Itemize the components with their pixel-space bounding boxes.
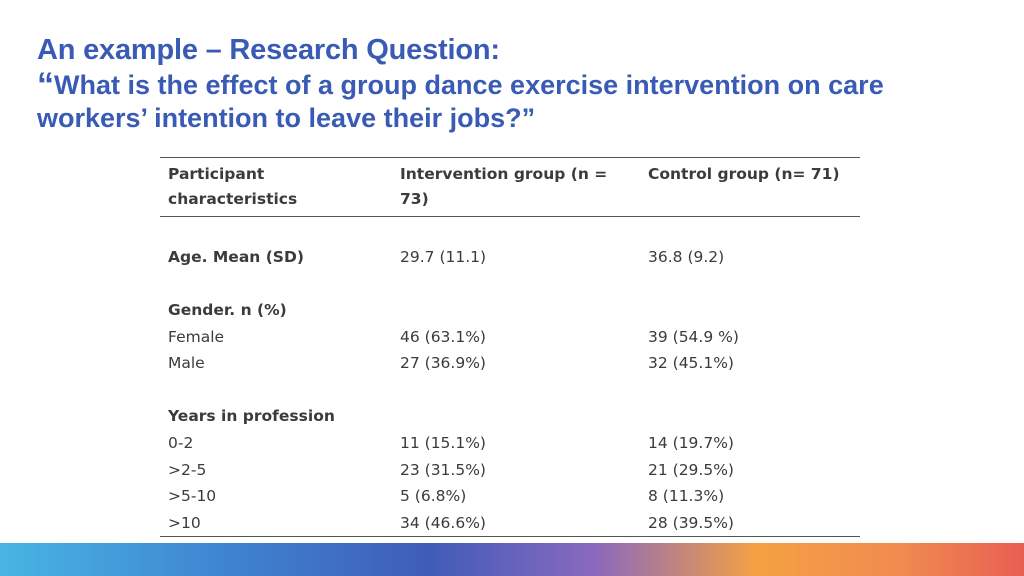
control-value: 21 (29.5%) [648, 460, 734, 479]
control-value: 8 (11.3%) [648, 487, 725, 506]
table-row: Age. Mean (SD) 29.7 (11.1) 36.8 (9.2) [160, 244, 860, 271]
table-row: 0-2 11 (15.1%) 14 (19.7%) [160, 430, 860, 457]
decorative-gradient-bar [0, 543, 1024, 576]
control-value: 39 (54.9 %) [648, 327, 739, 346]
row-label: Female [168, 327, 225, 346]
spacer-row [160, 217, 860, 244]
age-control-value: 36.8 (9.2) [648, 247, 725, 266]
spacer-row [160, 377, 860, 404]
intervention-value: 46 (63.1%) [400, 327, 486, 346]
header-intervention-group: Intervention group (n = 73) [392, 157, 640, 217]
control-value: 32 (45.1%) [648, 354, 734, 373]
table-row: >5-10 5 (6.8%) 8 (11.3%) [160, 483, 860, 510]
table-row: Male 27 (36.9%) 32 (45.1%) [160, 350, 860, 377]
slide-title: An example – Research Question: [37, 34, 500, 66]
table-header-row: Participant characteristics Intervention… [160, 157, 860, 217]
years-label: Years in profession [168, 407, 335, 426]
control-value: 14 (19.7%) [648, 434, 734, 453]
control-value: 28 (39.5%) [640, 509, 860, 538]
gender-label: Gender. n (%) [168, 301, 287, 320]
title-block: An example – Research Question: “What is… [37, 32, 997, 135]
spacer-row [160, 270, 860, 297]
row-label: >10 [160, 509, 392, 538]
question-text: What is the effect of a group dance exer… [37, 70, 884, 133]
row-label: Male [168, 354, 205, 373]
table-row: Years in profession [160, 403, 860, 430]
row-label: 0-2 [168, 434, 194, 453]
row-label: >5-10 [168, 487, 217, 506]
age-label: Age. Mean (SD) [168, 247, 304, 266]
row-label: >2-5 [168, 460, 207, 479]
age-intervention-value: 29.7 (11.1) [400, 247, 487, 266]
intervention-value: 34 (46.6%) [392, 509, 640, 538]
intervention-value: 11 (15.1%) [400, 434, 486, 453]
intervention-value: 27 (36.9%) [400, 354, 486, 373]
intervention-value: 23 (31.5%) [400, 460, 486, 479]
table-row: Gender. n (%) [160, 297, 860, 324]
table-row: Female 46 (63.1%) 39 (54.9 %) [160, 323, 860, 350]
open-quote-mark: “ [37, 66, 54, 104]
intervention-value: 5 (6.8%) [400, 487, 467, 506]
header-participant-characteristics: Participant characteristics [160, 157, 392, 217]
header-control-group: Control group (n= 71) [640, 157, 860, 217]
close-quote-mark: ” [521, 103, 536, 133]
table-row: >10 34 (46.6%) 28 (39.5%) [160, 509, 860, 538]
participant-characteristics-table: Participant characteristics Intervention… [160, 157, 860, 538]
research-question: “What is the effect of a group dance exe… [37, 66, 997, 135]
table-row: >2-5 23 (31.5%) 21 (29.5%) [160, 456, 860, 483]
